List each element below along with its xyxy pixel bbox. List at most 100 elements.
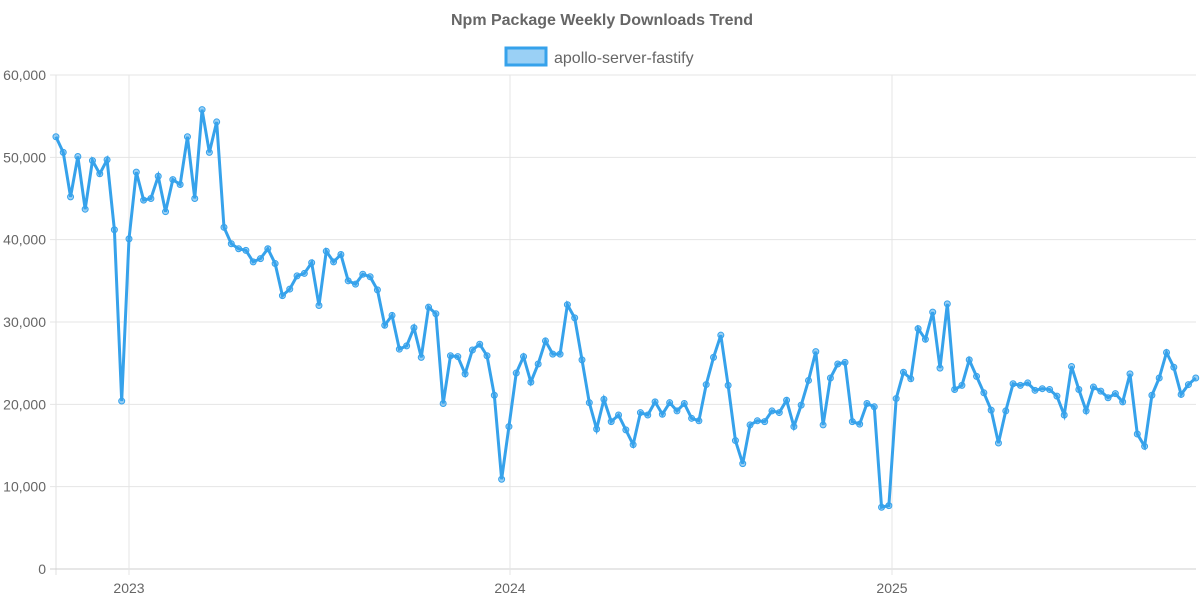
data-point[interactable] [1024,379,1032,387]
data-point[interactable] [1075,386,1083,394]
data-point[interactable] [1148,391,1156,399]
data-point[interactable] [1192,374,1200,382]
data-point[interactable] [330,258,338,266]
data-point[interactable] [52,133,60,141]
data-point[interactable] [607,418,615,426]
data-point[interactable] [220,223,228,231]
data-point[interactable] [885,502,893,510]
data-point[interactable] [432,310,440,318]
data-point[interactable] [746,421,754,429]
data-point[interactable] [856,420,864,428]
data-point[interactable] [658,410,666,418]
data-point[interactable] [439,400,447,408]
data-point[interactable] [622,426,630,434]
data-point[interactable] [717,331,725,339]
data-point[interactable] [125,235,133,243]
data-point[interactable] [213,118,221,126]
data-point[interactable] [899,368,907,376]
data-point[interactable] [563,301,571,309]
data-point[interactable] [783,396,791,404]
data-point[interactable] [636,409,644,417]
data-point[interactable] [761,418,769,426]
data-point[interactable] [308,259,316,267]
data-point[interactable] [841,358,849,366]
data-point[interactable] [162,208,170,216]
data-point[interactable] [673,407,681,415]
data-point[interactable] [1002,407,1010,415]
data-point[interactable] [271,260,279,268]
data-point[interactable] [512,369,520,377]
data-point[interactable] [863,400,871,408]
data-point[interactable] [936,364,944,372]
data-point[interactable] [710,353,718,361]
data-point[interactable] [205,148,213,156]
data-point[interactable] [1046,386,1054,394]
data-point[interactable] [249,258,257,266]
data-point[interactable] [1126,370,1134,378]
data-point[interactable] [695,417,703,425]
data-point[interactable] [278,292,286,300]
data-point[interactable] [147,195,155,202]
data-point[interactable] [688,414,696,422]
data-point[interactable] [176,181,184,189]
data-point[interactable] [973,372,981,380]
data-point[interactable] [461,370,469,378]
data-point[interactable] [67,193,75,201]
data-point[interactable] [403,342,411,350]
data-point[interactable] [775,409,783,417]
data-point[interactable] [753,417,761,425]
data-point[interactable] [651,398,659,406]
data-point[interactable] [88,157,96,165]
data-point[interactable] [410,324,418,332]
data-point[interactable] [476,340,484,348]
data-point[interactable] [527,378,535,386]
data-point[interactable] [264,245,272,253]
data-point[interactable] [1060,411,1068,419]
data-point[interactable] [425,303,433,311]
data-point[interactable] [615,411,623,419]
data-point[interactable] [490,391,498,399]
data-point[interactable] [680,400,688,408]
data-point[interactable] [914,325,922,333]
data-point[interactable] [804,376,812,384]
data-point[interactable] [483,352,491,360]
data-point[interactable] [1111,390,1119,398]
data-point[interactable] [848,418,856,426]
data-point[interactable] [395,345,403,353]
data-point[interactable] [541,337,549,345]
data-point[interactable] [344,277,352,285]
data-point[interactable] [300,269,308,277]
data-point[interactable] [110,226,118,234]
data-point[interactable] [59,148,67,156]
data-point[interactable] [498,475,506,483]
data-point[interactable] [140,196,148,204]
data-point[interactable] [585,399,593,407]
data-point[interactable] [1163,348,1171,356]
data-point[interactable] [878,503,886,511]
data-point[interactable] [1016,381,1024,389]
data-point[interactable] [81,205,89,213]
data-point[interactable] [1184,381,1192,389]
data-point[interactable] [980,389,988,397]
data-point[interactable] [315,302,323,310]
data-point[interactable] [739,460,747,468]
data-point[interactable] [826,374,834,382]
data-point[interactable] [286,285,294,293]
data-point[interactable] [322,247,330,255]
data-point[interactable] [1119,398,1127,406]
data-point[interactable] [366,273,374,281]
data-point[interactable] [994,439,1002,447]
data-point[interactable] [74,153,82,161]
data-point[interactable] [600,395,608,403]
data-point[interactable] [103,156,111,164]
data-point[interactable] [1089,383,1097,391]
data-point[interactable] [242,246,250,254]
data-point[interactable] [549,350,557,358]
data-point[interactable] [198,106,206,114]
data-point[interactable] [381,321,389,329]
data-point[interactable] [373,286,381,294]
data-point[interactable] [337,250,345,258]
data-point[interactable] [724,381,732,389]
data-point[interactable] [1141,442,1149,450]
data-point[interactable] [768,407,776,415]
